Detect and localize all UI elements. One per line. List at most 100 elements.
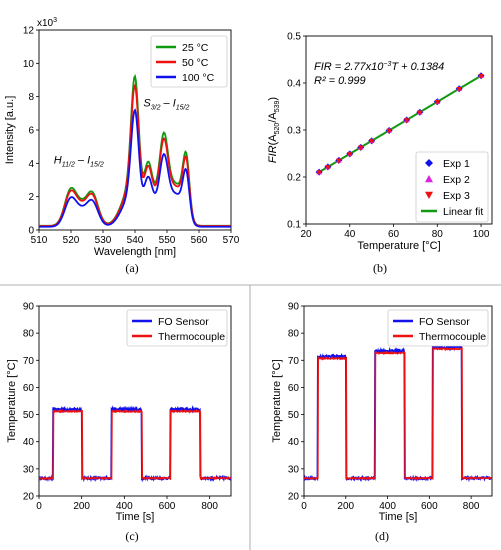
legend-label: Exp 3 — [443, 190, 470, 202]
legend-swatch — [425, 159, 433, 167]
ann-part: – I — [160, 98, 175, 110]
x-axis-label: Temperature [°C] — [357, 240, 440, 252]
legend-label: Thermocouple — [419, 331, 486, 343]
y-tick-label: 80 — [288, 329, 300, 340]
y-tick-label: 30 — [23, 464, 35, 475]
point-exp3 — [346, 152, 353, 158]
fit-r-squared: R² = 0.999 — [314, 75, 366, 87]
y-tick-label: 10 — [23, 59, 35, 70]
caption-d: (d) — [375, 529, 389, 543]
x-tick-label: 0 — [301, 501, 307, 512]
ann-sub: 3/2 — [151, 105, 161, 112]
x-tick-label: 200 — [337, 501, 354, 512]
x-tick-label: 40 — [344, 229, 356, 240]
y-tick-label: 50 — [23, 410, 35, 421]
ann-part: H — [54, 154, 62, 166]
legend-box — [415, 151, 489, 223]
point-exp3 — [368, 139, 375, 145]
x-tick-label: 540 — [127, 235, 144, 246]
linear-fit-line — [318, 74, 482, 173]
y-tick-label: 0 — [28, 226, 34, 237]
x-tick-label: 200 — [73, 501, 90, 512]
series-lines — [304, 343, 492, 483]
y-tick-label: 0.5 — [287, 32, 301, 43]
legend-label: 50 °C — [182, 57, 209, 69]
y-tick-label: 90 — [288, 302, 300, 313]
series-line-fo-sensor — [304, 343, 492, 483]
y-tick-label: 90 — [23, 302, 35, 313]
y-tick-label: 70 — [23, 356, 35, 367]
y-tick-label: 50 — [288, 410, 300, 421]
x-tick-label: 560 — [191, 235, 208, 246]
y-axis-label: Intensity [a.u.] — [4, 96, 16, 164]
ann-sub: 15/2 — [90, 161, 104, 168]
x-tick-label: 600 — [159, 501, 176, 512]
x-tick-label: 400 — [116, 501, 133, 512]
series-line-fo-sensor — [39, 405, 231, 483]
x-tick-label: 800 — [463, 501, 480, 512]
point-exp3 — [357, 145, 364, 151]
point-exp3 — [434, 100, 441, 106]
series-line-thermocouple — [39, 408, 231, 481]
legend-label: Linear fit — [443, 206, 483, 218]
ylabel-part: ) — [267, 97, 279, 101]
y-tick-label: 12 — [23, 26, 35, 37]
legend-label: 25 °C — [182, 42, 209, 54]
y-multiplier-label: x103 — [37, 17, 57, 29]
plot-frame — [303, 305, 493, 497]
panel-c-temperature-time-chart: 0 200 400 600 800 20 30 40 50 60 70 80 90 Time [s] Tem… — [6, 302, 232, 523]
x-tick-label: 520 — [63, 235, 80, 246]
y-tick-label: 30 — [288, 464, 300, 475]
plot-frame — [38, 305, 232, 497]
x-tick-label: 550 — [159, 235, 176, 246]
x-tick-label: 800 — [201, 501, 218, 512]
point-exp3 — [478, 74, 484, 80]
y-tick-label: 40 — [288, 437, 300, 448]
point-exp3 — [316, 170, 322, 176]
legend-swatch — [425, 191, 433, 199]
y-tick-label: 8 — [28, 92, 34, 103]
x-tick-label: 0 — [36, 501, 42, 512]
transition-annotation-1: S3/2 – I15/2 — [143, 98, 189, 112]
y-tick-label: 0.3 — [287, 126, 301, 137]
y-tick-label: 0.4 — [287, 79, 301, 90]
ann-part: – I — [75, 154, 90, 166]
y-tick-label: 60 — [288, 383, 300, 394]
x-tick-label: 100 — [473, 229, 490, 240]
y-tick-label: 20 — [23, 492, 35, 503]
point-exp3 — [325, 165, 331, 171]
caption-a: (a) — [125, 261, 138, 275]
x-tick-label: 20 — [300, 229, 312, 240]
eq-part: FIR = 2.77x10 — [314, 61, 384, 73]
legend-label: 100 °C — [182, 72, 215, 84]
legend-swatch — [425, 175, 433, 183]
x-axis-label: Time [s] — [379, 511, 418, 523]
y-tick-label: 6 — [28, 126, 34, 137]
y-tick-label: 20 — [288, 492, 300, 503]
point-exp3 — [403, 118, 410, 124]
y-tick-label: 0.1 — [287, 220, 301, 231]
eq-part: T + 0.1384 — [391, 61, 444, 73]
series-line-thermocouple — [304, 346, 492, 481]
legend-label: FO Sensor — [419, 316, 470, 328]
legend-label: Exp 2 — [443, 174, 470, 186]
series-lines — [39, 73, 231, 228]
x-tick-label: 400 — [379, 501, 396, 512]
x-tick-label: 60 — [388, 229, 400, 240]
ann-part: S — [143, 98, 151, 110]
x-tick-label: 570 — [223, 235, 240, 246]
caption-c: (c) — [125, 529, 138, 543]
ylabel-part: FIR — [267, 145, 279, 163]
ylabel-part: /A — [267, 112, 279, 123]
panel-d-temperature-time-chart: 0 200 400 600 800 20 30 40 50 60 70 80 90 Time [s] Tem… — [271, 302, 493, 523]
fit-equation: FIR = 2.77x10−3T + 0.1384 — [314, 61, 444, 73]
y-multiplier-exponent: 3 — [53, 17, 57, 24]
ann-sub: 11/2 — [62, 161, 75, 168]
series-line-100C — [39, 108, 231, 228]
y-tick-label: 2 — [28, 192, 34, 203]
y-tick-label: 70 — [288, 356, 300, 367]
legend-label: Exp 1 — [443, 158, 470, 170]
x-tick-label: 600 — [421, 501, 438, 512]
